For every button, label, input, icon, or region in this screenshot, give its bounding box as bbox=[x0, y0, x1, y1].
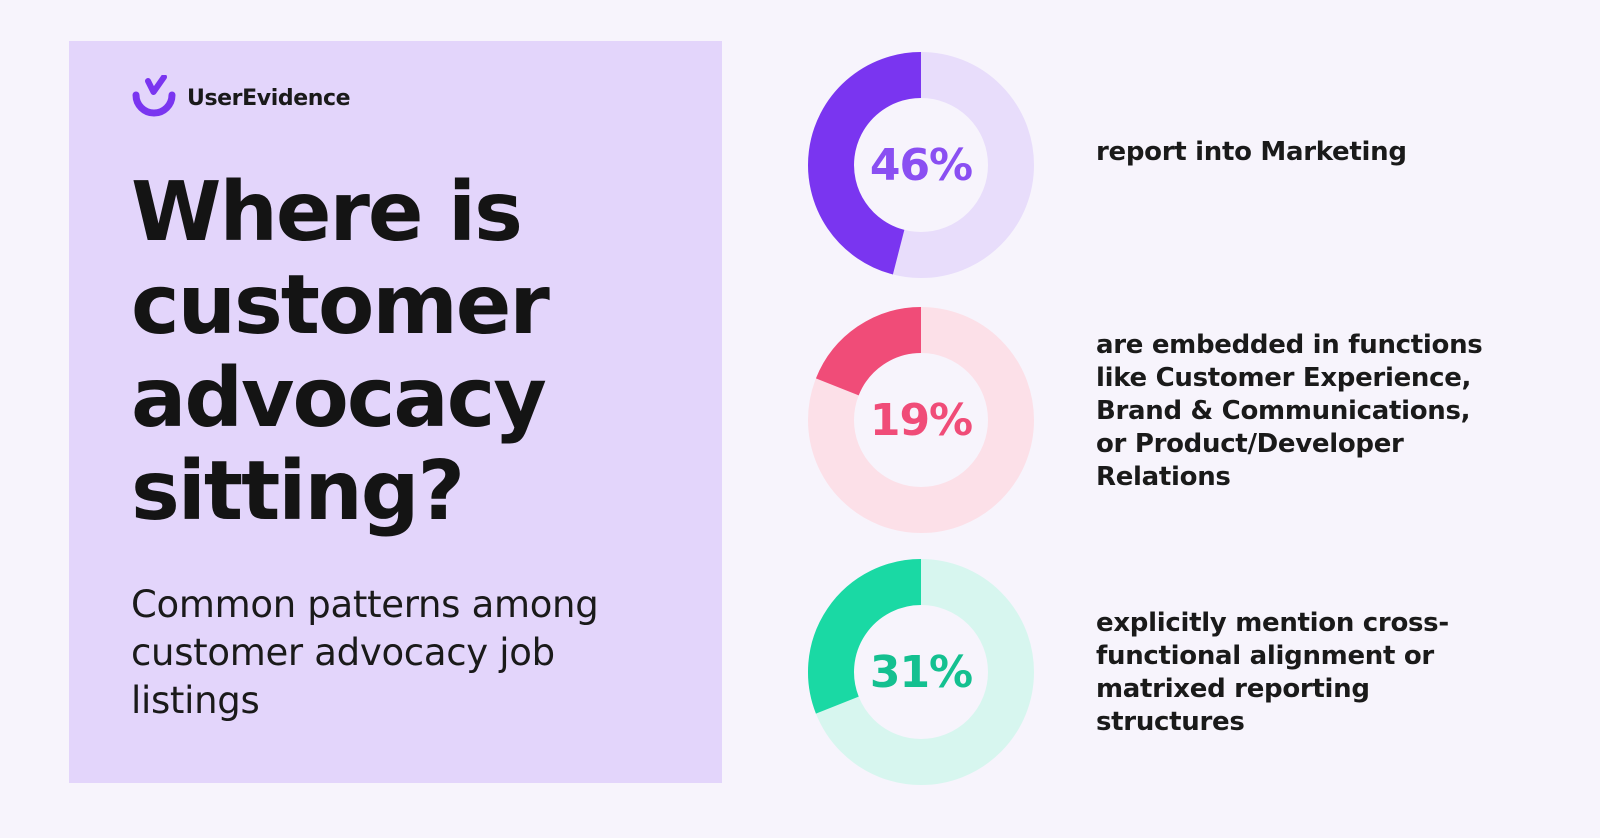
stat-description: are embedded in functions like Customer … bbox=[1096, 330, 1483, 492]
brand[interactable]: UserEvidence bbox=[131, 75, 351, 121]
stat-cross-functional: 31% explicitly mention cross-functional … bbox=[806, 557, 1566, 787]
stat-percent: 19% bbox=[869, 394, 973, 446]
page-subtitle: Common patterns among customer advocacy … bbox=[131, 583, 599, 722]
page-title: Where is customer advocacy sitting? bbox=[131, 165, 550, 539]
donut-segment bbox=[808, 559, 922, 714]
stat-percent: 31% bbox=[869, 646, 973, 698]
brand-name: UserEvidence bbox=[187, 85, 351, 111]
left-panel: UserEvidence Where is customer advocacy … bbox=[69, 41, 722, 783]
stat-percent: 46% bbox=[869, 139, 973, 191]
stat-description: explicitly mention cross-functional alig… bbox=[1096, 608, 1449, 737]
donut-segment bbox=[808, 52, 922, 275]
checkmark-smile-logo-icon bbox=[132, 75, 176, 117]
stat-description: report into Marketing bbox=[1096, 137, 1407, 167]
donut-chart bbox=[808, 559, 1034, 785]
stat-marketing: 46% report into Marketing bbox=[806, 50, 1566, 280]
donut-chart bbox=[808, 307, 1034, 533]
donut-chart bbox=[808, 52, 1034, 278]
donut-segment bbox=[815, 307, 922, 397]
stat-embedded: 19% are embedded in functions like Custo… bbox=[806, 305, 1566, 535]
